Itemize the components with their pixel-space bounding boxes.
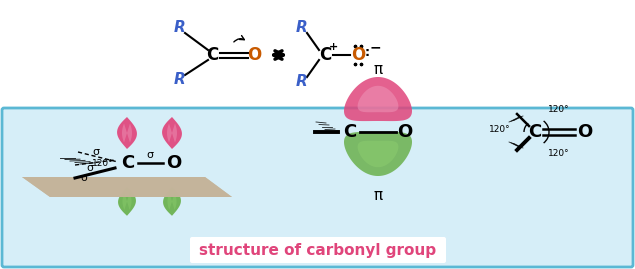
Text: structure of carbonyl group: structure of carbonyl group: [199, 242, 437, 257]
Polygon shape: [344, 77, 412, 121]
Text: R: R: [174, 73, 186, 87]
Polygon shape: [123, 193, 131, 210]
Text: π: π: [373, 62, 382, 77]
Polygon shape: [358, 141, 398, 167]
Polygon shape: [22, 177, 232, 197]
Polygon shape: [358, 86, 398, 112]
Text: C: C: [344, 123, 357, 141]
Text: σ: σ: [147, 150, 154, 160]
Polygon shape: [118, 187, 136, 216]
Text: O: O: [247, 46, 261, 64]
Polygon shape: [22, 177, 232, 197]
FancyArrowPatch shape: [234, 36, 244, 42]
Text: C: C: [206, 46, 218, 64]
Text: R: R: [174, 20, 186, 36]
Text: 120°: 120°: [548, 105, 570, 115]
Text: −: −: [369, 40, 381, 54]
Text: C: C: [121, 154, 135, 172]
Text: σ: σ: [93, 147, 100, 157]
Text: 120°: 120°: [548, 150, 570, 158]
Text: C: C: [528, 123, 542, 141]
Text: O: O: [166, 154, 182, 172]
Polygon shape: [168, 193, 177, 210]
Text: R: R: [296, 20, 308, 36]
Polygon shape: [162, 117, 182, 149]
Text: 120°: 120°: [92, 158, 114, 168]
Text: σ: σ: [81, 173, 88, 183]
Text: σ: σ: [86, 163, 93, 173]
Polygon shape: [167, 123, 177, 143]
Text: O: O: [398, 123, 413, 141]
Text: R: R: [296, 75, 308, 90]
Text: π: π: [373, 189, 382, 204]
Text: :: :: [364, 45, 370, 58]
Text: 120°: 120°: [490, 125, 511, 133]
Polygon shape: [122, 123, 132, 143]
FancyBboxPatch shape: [190, 237, 446, 263]
Polygon shape: [344, 132, 412, 176]
Polygon shape: [117, 117, 137, 149]
Polygon shape: [163, 187, 181, 216]
Text: O: O: [577, 123, 592, 141]
Text: O: O: [351, 46, 365, 64]
Text: +: +: [330, 42, 338, 52]
FancyBboxPatch shape: [2, 108, 633, 267]
Text: C: C: [319, 46, 331, 64]
